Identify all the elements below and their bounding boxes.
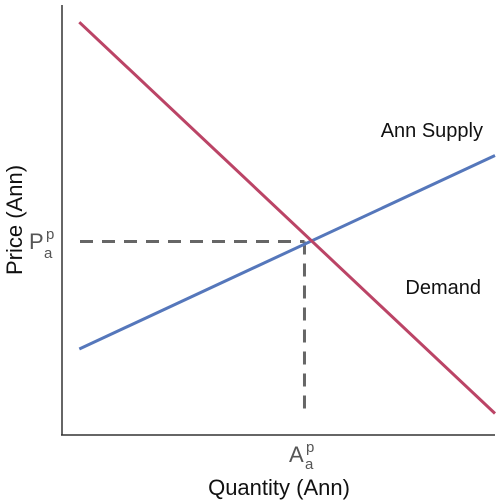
x-tick-equilibrium-quantity: A p a	[289, 439, 314, 473]
x-tick-main: A	[289, 442, 304, 467]
axes	[61, 5, 495, 436]
y-axis-label: Price (Ann)	[2, 165, 27, 275]
supply-curve-label: Ann Supply	[381, 120, 483, 142]
x-tick-sub: a	[305, 456, 314, 473]
demand-curve-line	[78, 21, 497, 415]
y-tick-main: P	[29, 229, 44, 254]
y-tick-equilibrium-price: P p a	[29, 226, 54, 262]
y-tick-sub: a	[44, 245, 53, 262]
y-tick-sup: p	[46, 226, 54, 243]
x-axis-label: Quantity (Ann)	[208, 475, 350, 500]
demand-curve-label: Demand	[405, 277, 481, 299]
equilibrium-guides	[80, 240, 306, 416]
x-tick-sup: p	[306, 439, 314, 456]
curves	[78, 21, 497, 415]
supply-curve-line	[78, 154, 496, 351]
